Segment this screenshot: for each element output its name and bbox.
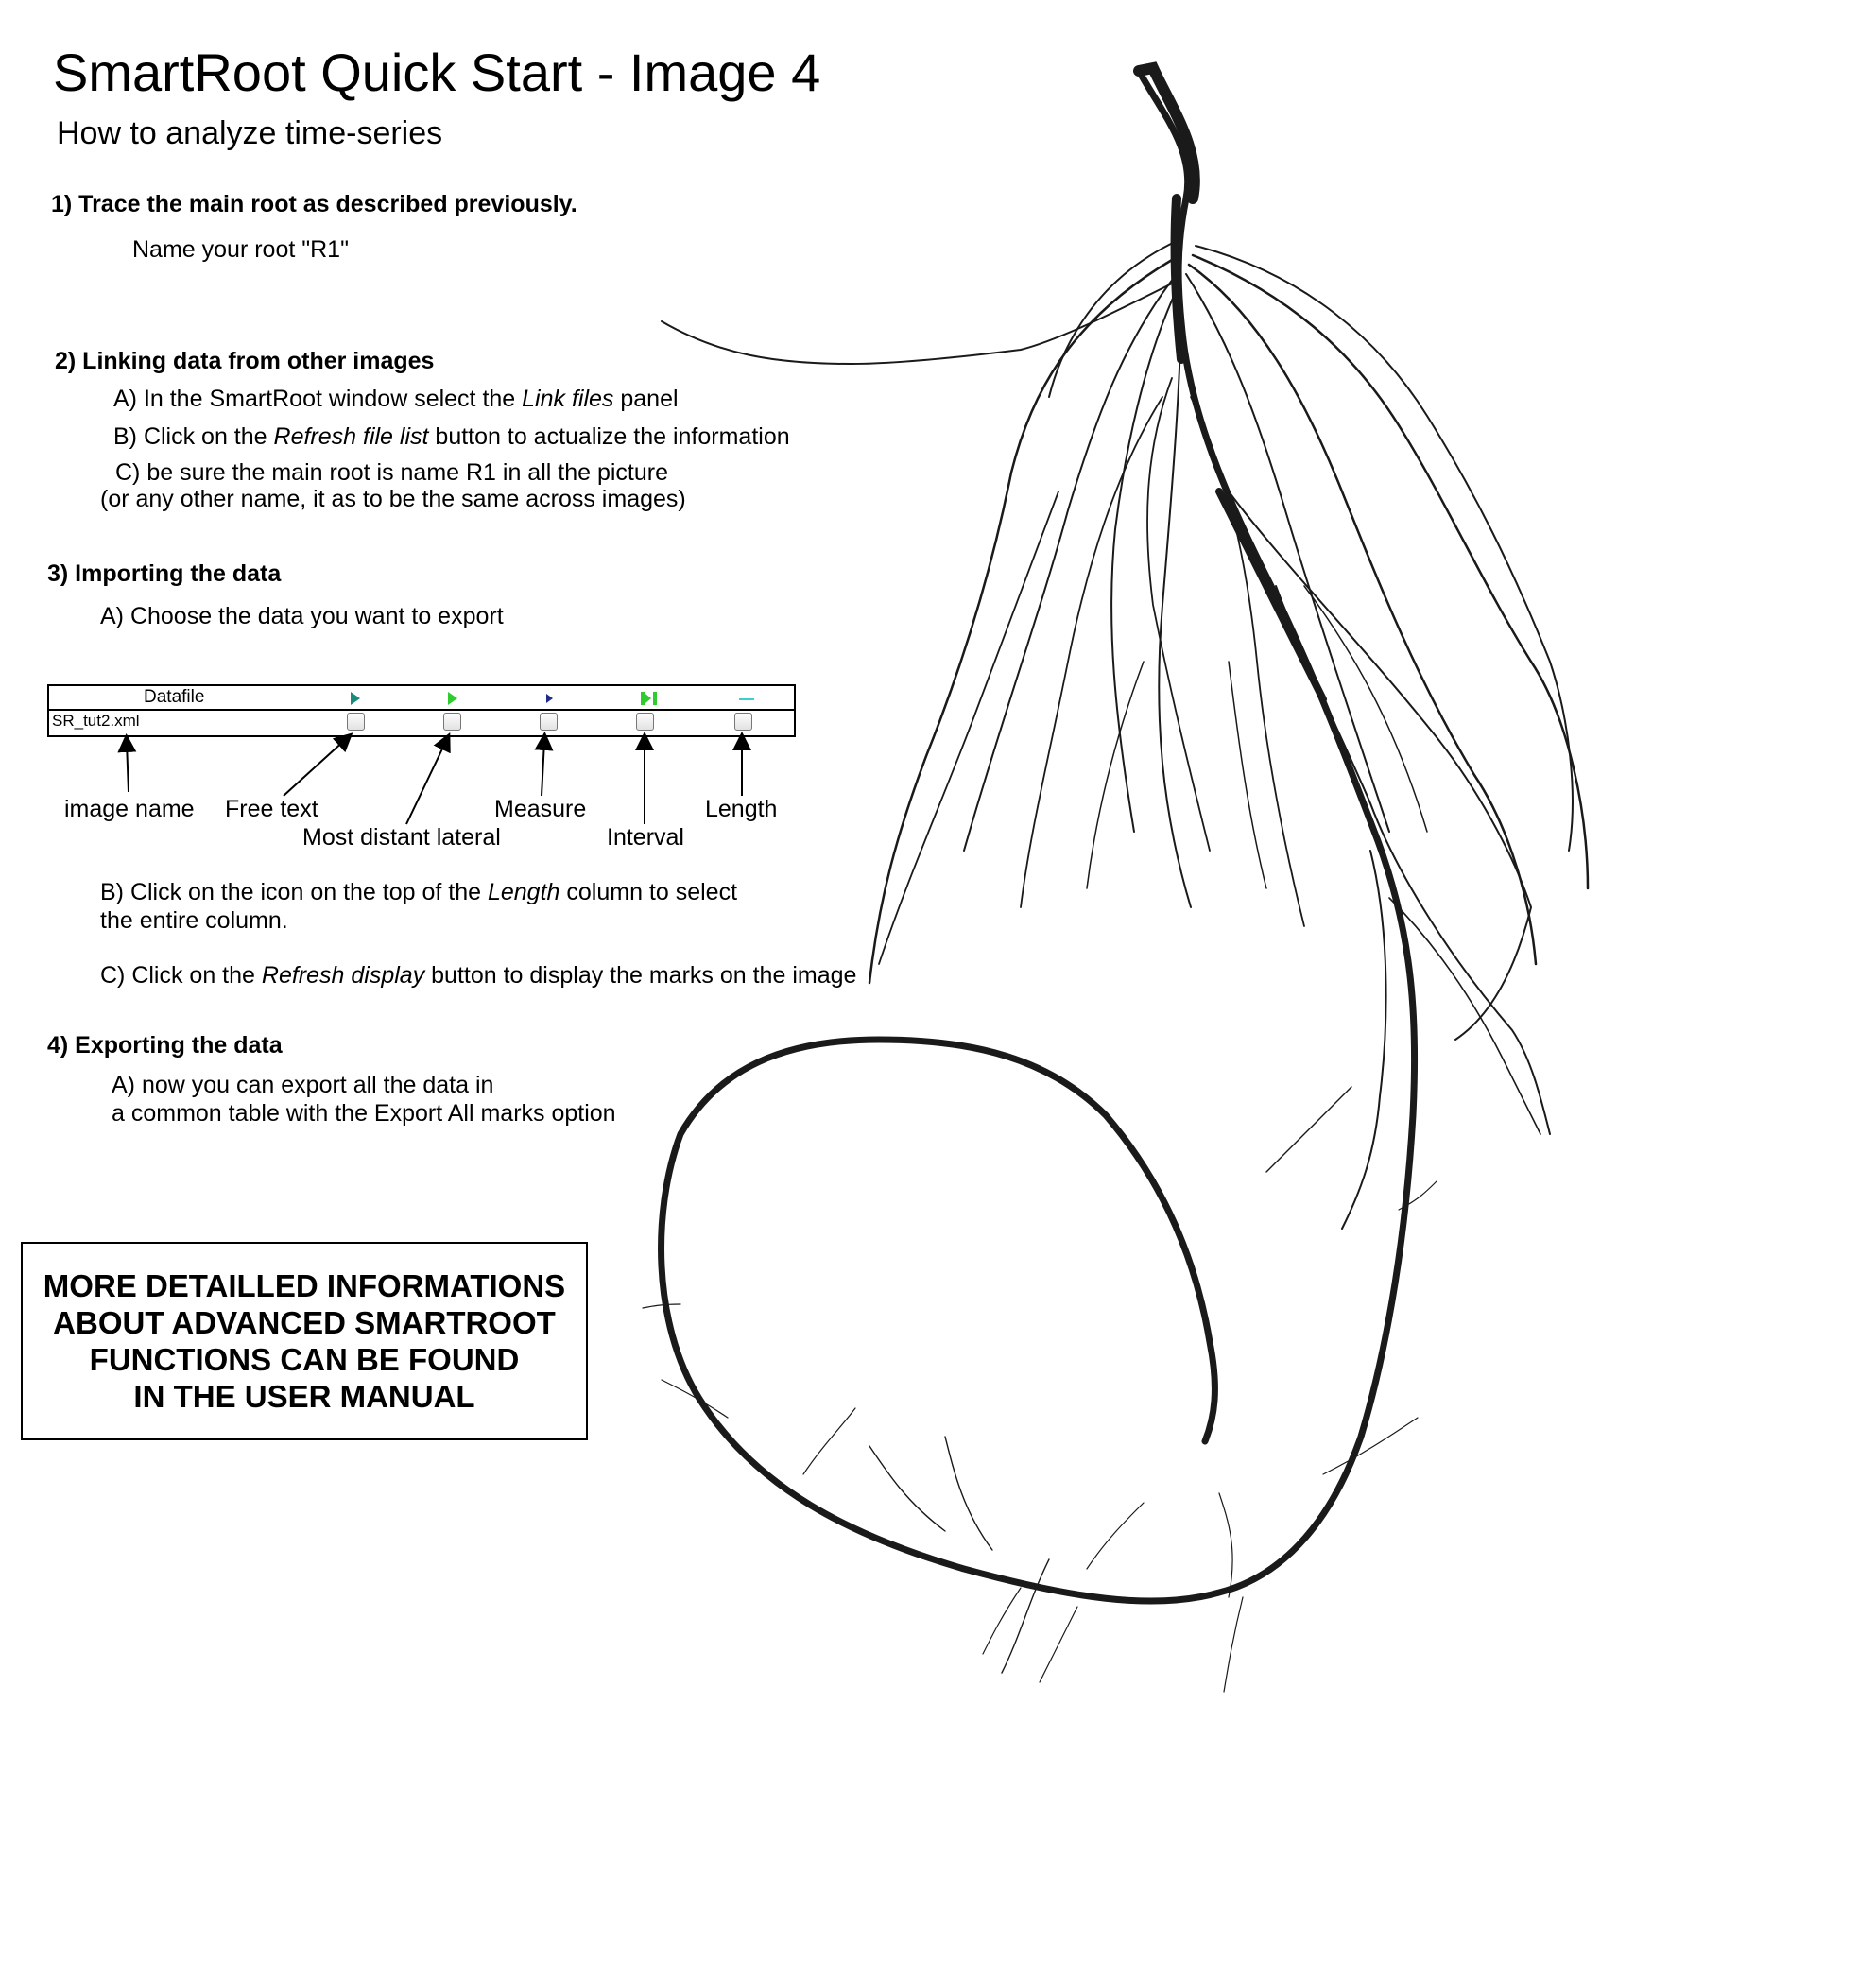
- label-most-distant-lateral: Most distant lateral: [302, 824, 501, 851]
- measure-checkbox[interactable]: [540, 713, 558, 731]
- label-image-name: image name: [64, 796, 195, 822]
- file-name-cell: SR_tut2.xml: [52, 712, 140, 730]
- length-icon[interactable]: [737, 691, 756, 706]
- step1-heading: 1) Trace the main root as described prev…: [51, 191, 577, 217]
- free-text-checkbox[interactable]: [347, 713, 365, 731]
- step2-b: B) Click on the Refresh file list button…: [113, 423, 790, 451]
- interval-checkbox[interactable]: [636, 713, 654, 731]
- step3-heading: 3) Importing the data: [47, 560, 282, 587]
- label-length: Length: [705, 796, 778, 822]
- step3-b-post: column to select: [559, 879, 738, 905]
- page-title: SmartRoot Quick Start - Image 4: [53, 43, 821, 102]
- step2-c-line1: C) be sure the main root is name R1 in a…: [115, 459, 668, 486]
- step1-text: Name your root "R1": [132, 236, 349, 263]
- panel-header: [49, 686, 794, 711]
- arrow-most-distant-lateral: [405, 732, 451, 825]
- step3-b-line1: B) Click on the icon on the top of the L…: [100, 879, 737, 906]
- label-interval: Interval: [607, 824, 684, 851]
- arrow-free-text: [283, 732, 353, 797]
- step2-a-em: Link files: [522, 386, 614, 412]
- label-free-text: Free text: [225, 796, 318, 822]
- most-distant-lateral-checkbox[interactable]: [443, 713, 461, 731]
- step3-c-pre: C) Click on the: [100, 962, 262, 989]
- measure-icon[interactable]: [543, 691, 555, 706]
- step3-b-pre: B) Click on the icon on the top of the: [100, 879, 488, 905]
- free-text-icon[interactable]: [349, 691, 362, 706]
- datafile-column-title: Datafile: [144, 687, 205, 707]
- step2-b-post: button to actualize the information: [428, 423, 790, 450]
- step2-a-post: panel: [613, 386, 679, 412]
- step3-c-em: Refresh display: [261, 962, 425, 989]
- step2-b-pre: B) Click on the: [113, 423, 274, 450]
- length-checkbox[interactable]: [734, 713, 752, 731]
- label-measure: Measure: [494, 796, 587, 822]
- step2-a: A) In the SmartRoot window select the Li…: [113, 386, 679, 413]
- step3-b-line2: the entire column.: [100, 907, 288, 934]
- step4-heading: 4) Exporting the data: [47, 1032, 283, 1059]
- step2-c-line2: (or any other name, it as to be the same…: [100, 486, 686, 512]
- step4-a-line1: A) now you can export all the data in: [112, 1072, 494, 1098]
- notice-text: MORE DETAILLED INFORMATIONS ABOUT ADVANC…: [43, 1268, 566, 1414]
- step3-a: A) Choose the data you want to export: [100, 603, 504, 629]
- most-distant-lateral-icon[interactable]: [446, 691, 459, 706]
- datafile-panel: Datafile SR_tut2.xml: [47, 684, 796, 737]
- step3-b-em: Length: [487, 879, 560, 905]
- arrow-measure: [534, 732, 554, 797]
- step3-c-post: button to display the marks on the image: [424, 962, 857, 989]
- arrow-image-name: [117, 733, 137, 793]
- step3-c: C) Click on the Refresh display button t…: [100, 962, 856, 990]
- user-manual-notice: MORE DETAILLED INFORMATIONS ABOUT ADVANC…: [21, 1242, 588, 1440]
- step4-a-line2: a common table with the Export All marks…: [112, 1100, 616, 1127]
- step2-a-pre: A) In the SmartRoot window select the: [113, 386, 523, 412]
- step2-b-em: Refresh file list: [273, 423, 429, 450]
- step2-heading: 2) Linking data from other images: [55, 348, 435, 374]
- page-subtitle: How to analyze time-series: [57, 115, 443, 151]
- main-root: [658, 67, 1419, 1605]
- interval-icon[interactable]: [640, 691, 659, 706]
